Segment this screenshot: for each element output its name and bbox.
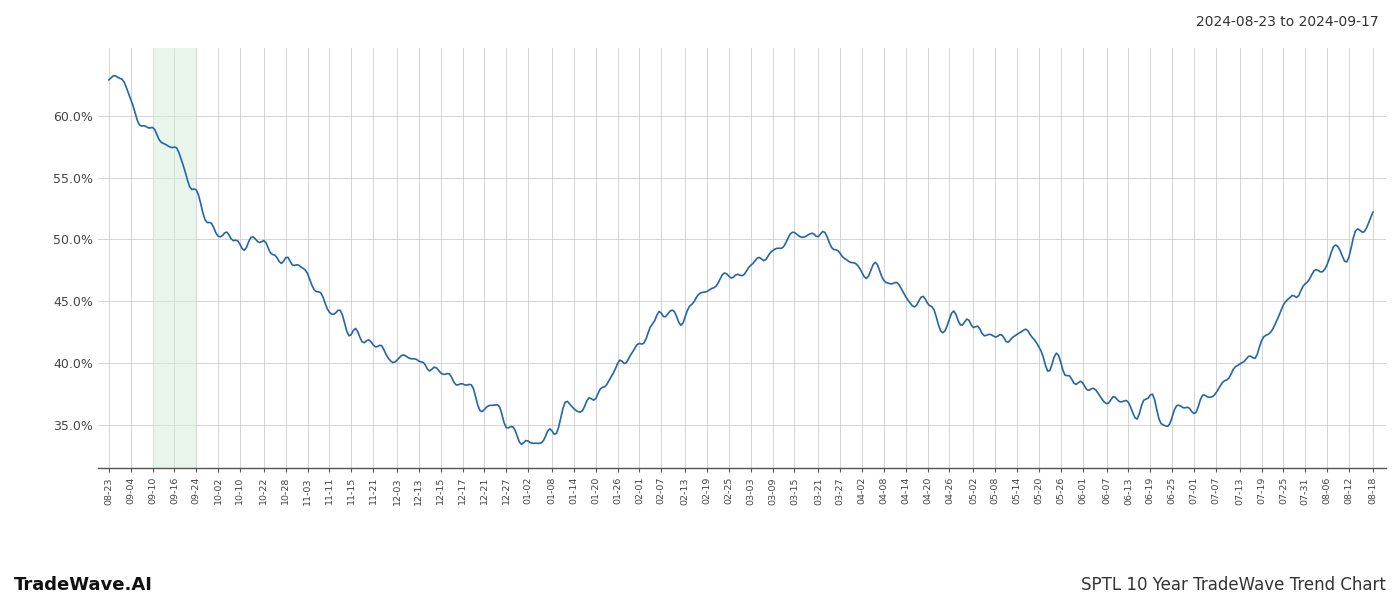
- Text: 2024-08-23 to 2024-09-17: 2024-08-23 to 2024-09-17: [1197, 15, 1379, 29]
- Text: TradeWave.AI: TradeWave.AI: [14, 576, 153, 594]
- Bar: [153, 48, 196, 468]
- Text: SPTL 10 Year TradeWave Trend Chart: SPTL 10 Year TradeWave Trend Chart: [1081, 576, 1386, 594]
